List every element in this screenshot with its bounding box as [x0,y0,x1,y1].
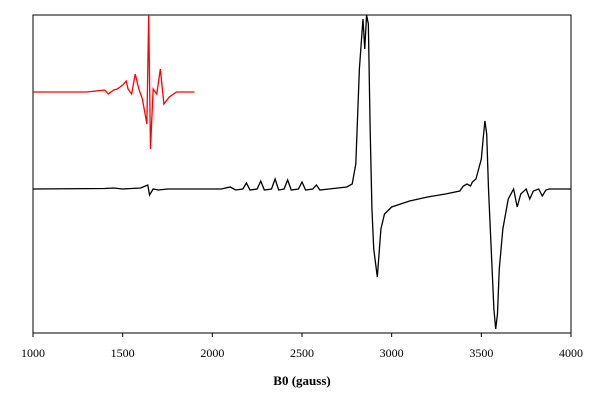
x-tick-label: 3500 [469,346,493,360]
x-tick-label: 3000 [380,346,404,360]
x-tick-label: 1500 [111,346,135,360]
x-axis-label: B0 (gauss) [273,373,330,388]
plot-frame [32,14,572,334]
series-line [32,14,571,330]
x-tick-label: 4000 [559,346,583,360]
x-tick-label: 2000 [200,346,224,360]
x-tick-label: 2500 [290,346,314,360]
x-tick-label: 1000 [21,346,45,360]
series-line [33,14,195,150]
